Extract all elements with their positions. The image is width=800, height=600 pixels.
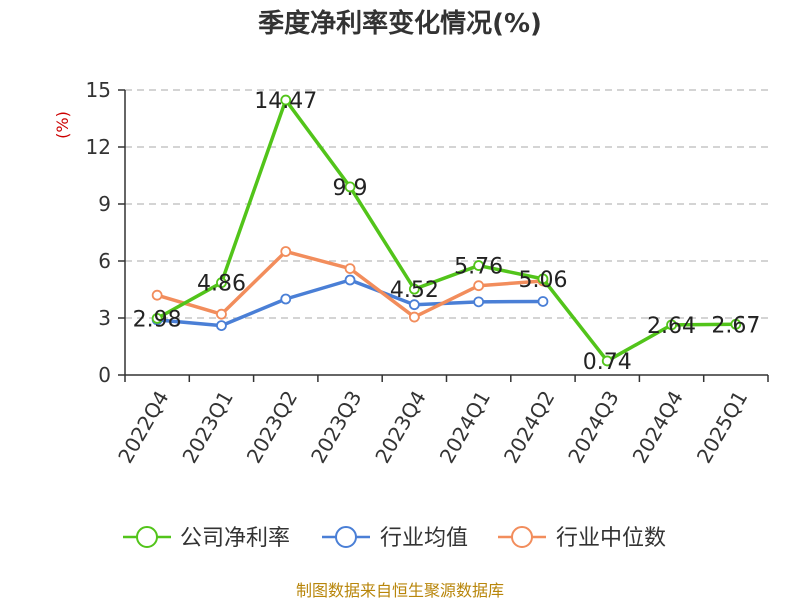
legend-label: 公司净利率	[180, 526, 290, 551]
data-label: 4.86	[197, 272, 246, 297]
y-tick-label: 12	[86, 135, 111, 159]
legend-label: 行业均值	[380, 526, 468, 551]
data-label: 14.47	[254, 89, 317, 114]
x-tick-label: 2024Q4	[628, 387, 688, 468]
x-tick-label: 2023Q1	[177, 387, 237, 468]
data-point	[344, 274, 356, 286]
data-point	[473, 260, 485, 271]
data-point	[280, 246, 292, 257]
legend-marker	[335, 526, 357, 548]
data-point	[408, 283, 420, 295]
data-label: 9.9	[333, 176, 368, 201]
x-tick-label: 2022Q4	[113, 387, 173, 468]
data-point	[280, 293, 292, 305]
x-tick-label: 2024Q1	[435, 387, 495, 468]
data-label: 4.52	[390, 278, 439, 303]
y-tick-labels: 0 3 6 9 12 15	[86, 78, 111, 387]
data-point	[666, 319, 677, 331]
y-axis-label: (%)	[53, 111, 72, 139]
y-tick-label: 0	[98, 363, 111, 387]
data-point	[473, 280, 485, 292]
data-point	[601, 355, 613, 367]
data-labels: 2.98 4.86 14.47 9.9 4.52 5.76 5.06 0.74 2.64 2.67	[133, 89, 761, 375]
legend-marker	[511, 526, 533, 548]
data-label: 2.64	[647, 314, 696, 339]
x-tick-label: 2023Q2	[242, 387, 302, 468]
series-line	[156, 98, 736, 363]
data-point	[408, 311, 420, 323]
data-point	[216, 320, 227, 332]
axes	[118, 89, 769, 382]
data-label: 5.76	[454, 255, 503, 280]
data-point	[473, 296, 485, 308]
y-tick-label: 15	[86, 78, 111, 102]
data-point	[344, 181, 356, 193]
chart-title: 季度净利率变化情况(%)	[258, 8, 542, 39]
data-point	[216, 277, 227, 289]
x-tick-label: 2023Q3	[306, 387, 366, 468]
data-label: 2.67	[711, 313, 760, 338]
x-tick-label: 2024Q2	[499, 387, 559, 468]
data-label: 5.06	[518, 268, 567, 293]
source-note: 制图数据来自恒生聚源数据库	[296, 581, 504, 600]
data-point	[730, 318, 742, 330]
data-point	[151, 312, 163, 324]
data-label: 0.74	[583, 350, 632, 375]
legend-label: 行业中位数	[556, 526, 666, 551]
legend-marker	[136, 526, 158, 548]
data-point	[216, 308, 227, 320]
y-tick-label: 6	[98, 249, 111, 273]
data-point	[151, 289, 163, 301]
data-point	[344, 263, 356, 275]
data-point	[537, 296, 549, 307]
data-label: 2.98	[133, 307, 182, 332]
data-point	[537, 273, 549, 285]
legend: 公司净利率 行业均值 行业中位数	[123, 526, 666, 551]
x-tick-label: 2024Q3	[563, 387, 623, 468]
data-point	[280, 94, 292, 106]
y-tick-label: 3	[98, 306, 111, 330]
x-tick-label: 2025Q1	[692, 387, 752, 468]
x-tick-labels: 2022Q4 2023Q1 2023Q2 2023Q3 2023Q4 2024Q1 2024…	[113, 387, 752, 468]
series-lines	[151, 94, 742, 367]
y-tick-label: 9	[98, 192, 111, 216]
x-tick-label: 2023Q4	[370, 387, 430, 468]
data-point	[408, 299, 420, 311]
